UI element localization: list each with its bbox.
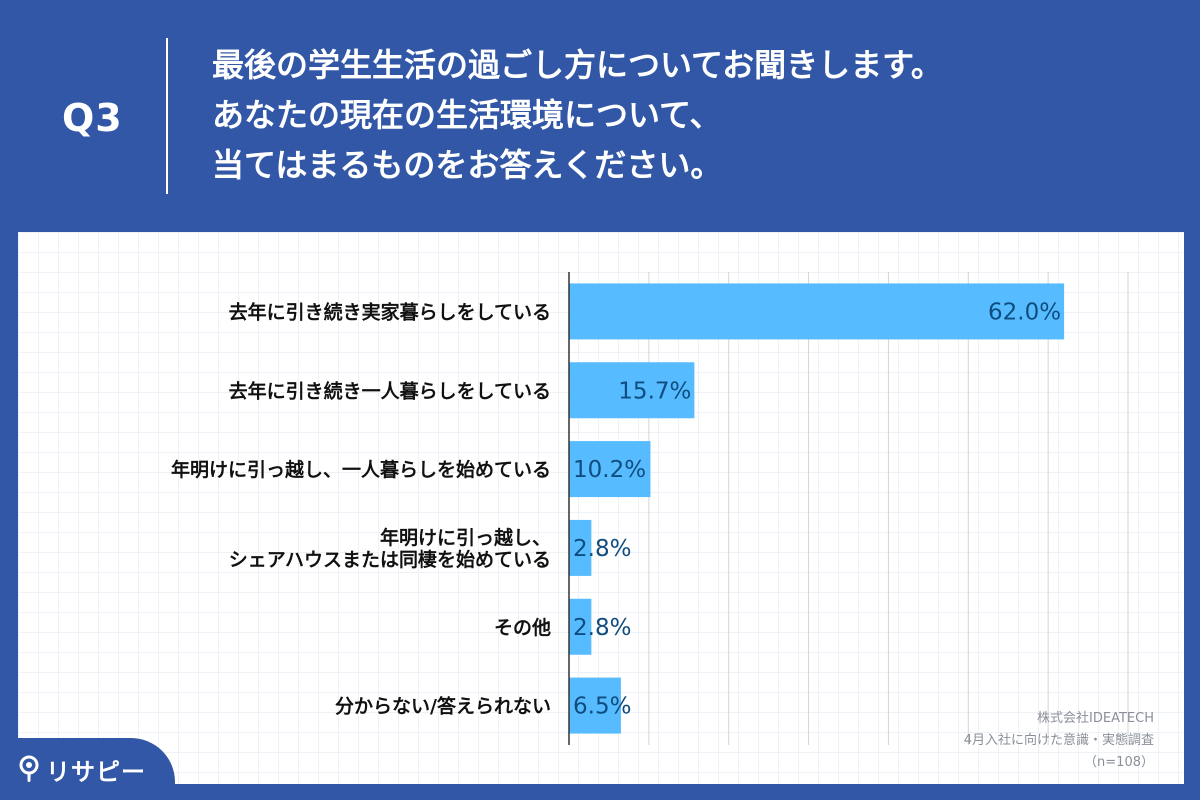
question-number: Q3 [62, 96, 123, 140]
question-line-1: 最後の学生生活の過ごし方についてお聞きします。 [212, 46, 943, 84]
chart-panel: 62.0% 去年に引き続き実家暮らしをしている 15.7% 去年に引き続き一人暮らしを… [18, 232, 1184, 784]
data-label: 15.7% [618, 378, 691, 404]
bar [569, 362, 695, 419]
question-line-2: あなたの現在の生活環境について、 [212, 96, 722, 134]
category-label: シェアハウスまたは同棲を始めている [229, 548, 551, 571]
data-label: 6.5% [573, 694, 631, 720]
logo: リサピー [0, 738, 175, 800]
data-label: 10.2% [573, 457, 646, 483]
bar [569, 598, 592, 655]
category-label: 分からない/答えられない [335, 695, 551, 718]
question-line-3: 当てはまるものをお答えください。 [212, 146, 723, 184]
data-label: 2.8% [573, 615, 631, 641]
category-label: 年明けに引っ越し、 [380, 526, 551, 549]
source-survey: 4月入社に向けた意識・実態調査 [963, 733, 1154, 748]
source-note: 株式会社IDEATECH 4月入社に向けた意識・実態調査 （n=108） [964, 708, 1154, 774]
bar [569, 677, 621, 734]
data-label: 2.8% [573, 536, 631, 562]
logo-text: リサピー [46, 758, 146, 786]
data-label: 62.0% [988, 299, 1061, 325]
question-text: 最後の学生生活の過ごし方についてお聞きします。 あなたの現在の生活環境について、… [212, 40, 1172, 190]
bar [569, 519, 592, 576]
category-label: 去年に引き続き実家暮らしをしている [229, 300, 551, 323]
pin-icon [19, 755, 39, 782]
source-sample: （n=108） [1084, 755, 1154, 770]
bar [569, 441, 651, 498]
header: Q3 最後の学生生活の過ごし方についてお聞きします。 あなたの現在の生活環境につ… [0, 0, 1200, 232]
bar [569, 283, 1065, 340]
source-company: 株式会社IDEATECH [1037, 711, 1154, 726]
header-divider [166, 38, 168, 194]
category-label: その他 [494, 616, 551, 639]
bar-chart: 62.0% 去年に引き続き実家暮らしをしている 15.7% 去年に引き続き一人暮らしを… [171, 272, 1129, 745]
category-label: 去年に引き続き一人暮らしをしている [229, 379, 551, 402]
category-label: 年明けに引っ越し、一人暮らしを始めている [171, 458, 551, 481]
